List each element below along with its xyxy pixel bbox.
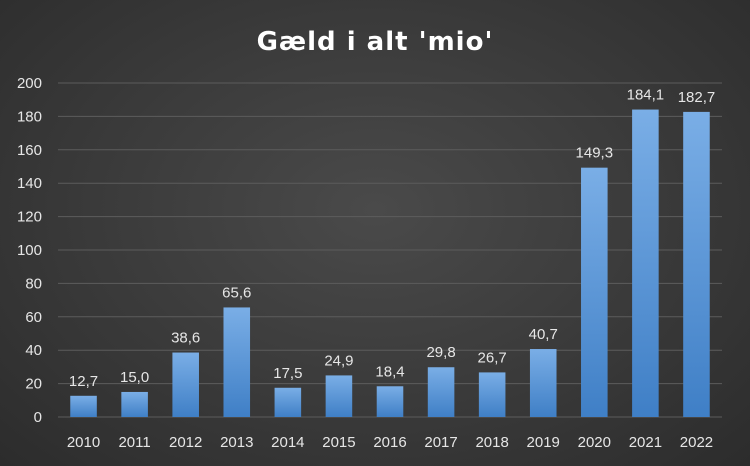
y-tick-label: 180	[17, 108, 42, 125]
bar-2014	[274, 387, 302, 417]
y-tick-label: 60	[25, 309, 42, 326]
x-tick-label-2019: 2019	[527, 434, 560, 451]
x-tick-label-2020: 2020	[578, 434, 611, 451]
chart-title: Gæld i alt 'mio'	[257, 27, 494, 57]
data-label-2011: 15,0	[120, 369, 149, 386]
x-tick-label-2021: 2021	[629, 434, 662, 451]
x-tick-label-2016: 2016	[373, 434, 406, 451]
x-tick-label-2015: 2015	[322, 434, 355, 451]
data-label-2014: 17,5	[273, 365, 302, 382]
bar-2015	[325, 375, 353, 417]
y-tick-label: 120	[17, 209, 42, 226]
y-tick-label: 100	[17, 242, 42, 259]
bar-2022	[683, 111, 710, 418]
x-tick-label-2018: 2018	[475, 434, 508, 451]
y-tick-label: 0	[34, 409, 42, 426]
x-tick-label-2012: 2012	[169, 434, 202, 451]
y-tick-label: 80	[25, 275, 42, 292]
y-tick-label: 200	[17, 75, 42, 92]
data-label-2020: 149,3	[576, 145, 614, 162]
bar-2017	[427, 367, 455, 417]
data-label-2013: 65,6	[222, 284, 251, 301]
bar-2010	[70, 395, 97, 417]
x-tick-label-2017: 2017	[424, 434, 457, 451]
data-label-2017: 29,8	[426, 344, 455, 361]
x-axis-ticks: 2010 2011 2012 2013 2014 2015 2016 2017 2018 2019…	[67, 434, 713, 451]
bar-2013	[223, 307, 251, 417]
x-tick-label-2010: 2010	[67, 434, 100, 451]
bar-2011	[121, 391, 148, 417]
data-label-2019: 40,7	[529, 326, 558, 343]
y-axis-ticks: 0 20 40 60 80 100 120 140 160 180 200	[17, 75, 42, 426]
x-tick-label-2011: 2011	[118, 434, 150, 451]
bar-2018	[478, 372, 506, 417]
data-labels: 12,7 15,0 38,6 65,6 17,5 24,9 18,4 29,8 26,7 40,7…	[69, 87, 715, 390]
bar-2012	[172, 352, 199, 417]
bar-2019	[529, 349, 557, 417]
bars	[70, 109, 710, 418]
x-tick-label-2014: 2014	[271, 434, 304, 451]
x-tick-label-2022: 2022	[680, 434, 713, 451]
data-label-2022: 182,7	[678, 89, 716, 106]
bar-2021	[632, 109, 659, 417]
bar-2020	[581, 167, 608, 417]
y-tick-label: 140	[17, 175, 42, 192]
data-label-2018: 26,7	[478, 349, 507, 366]
data-label-2012: 38,6	[171, 330, 200, 347]
data-label-2015: 24,9	[324, 352, 353, 369]
data-label-2021: 184,1	[627, 87, 665, 104]
y-tick-label: 20	[25, 376, 42, 393]
data-label-2010: 12,7	[69, 373, 98, 390]
y-tick-label: 160	[17, 142, 42, 159]
bar-2016	[376, 386, 404, 417]
gridlines	[58, 82, 722, 418]
y-tick-label: 40	[25, 342, 42, 359]
x-tick-label-2013: 2013	[220, 434, 253, 451]
data-label-2016: 18,4	[375, 363, 404, 380]
